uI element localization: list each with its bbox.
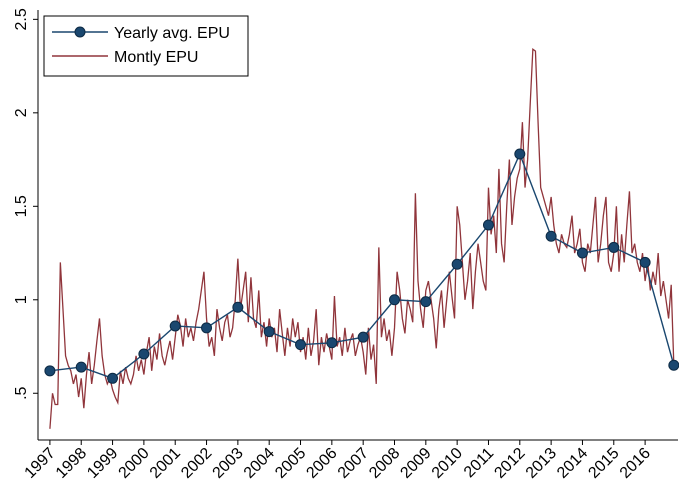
series-marker [201,322,213,334]
series-marker [482,219,494,231]
series-marker [295,339,307,351]
series-marker [514,148,526,160]
legend-marker [74,26,86,38]
series-marker [169,320,181,332]
series-marker [668,359,679,371]
y-tick-label: .5 [13,386,30,399]
series-marker [44,365,56,377]
series-marker [388,294,400,306]
series-marker [576,247,588,259]
legend-label: Montly EPU [114,49,198,66]
series-marker [420,296,432,308]
series-marker [326,337,338,349]
series-marker [451,258,463,270]
series-marker [138,348,150,360]
series-marker [75,361,87,373]
series-marker [608,241,620,253]
legend-label: Yearly avg. EPU [114,25,230,42]
y-tick-label: 2 [13,108,30,117]
series-marker [263,326,275,338]
series-marker [639,256,651,268]
series-marker [545,230,557,242]
series-marker [232,301,244,313]
y-tick-label: 1 [13,295,30,304]
y-tick-label: 2.5 [13,8,30,30]
series-marker [357,331,369,343]
y-tick-label: 1.5 [13,195,30,217]
series-line [49,48,675,429]
legend-box [43,15,249,77]
series-marker [107,372,119,384]
